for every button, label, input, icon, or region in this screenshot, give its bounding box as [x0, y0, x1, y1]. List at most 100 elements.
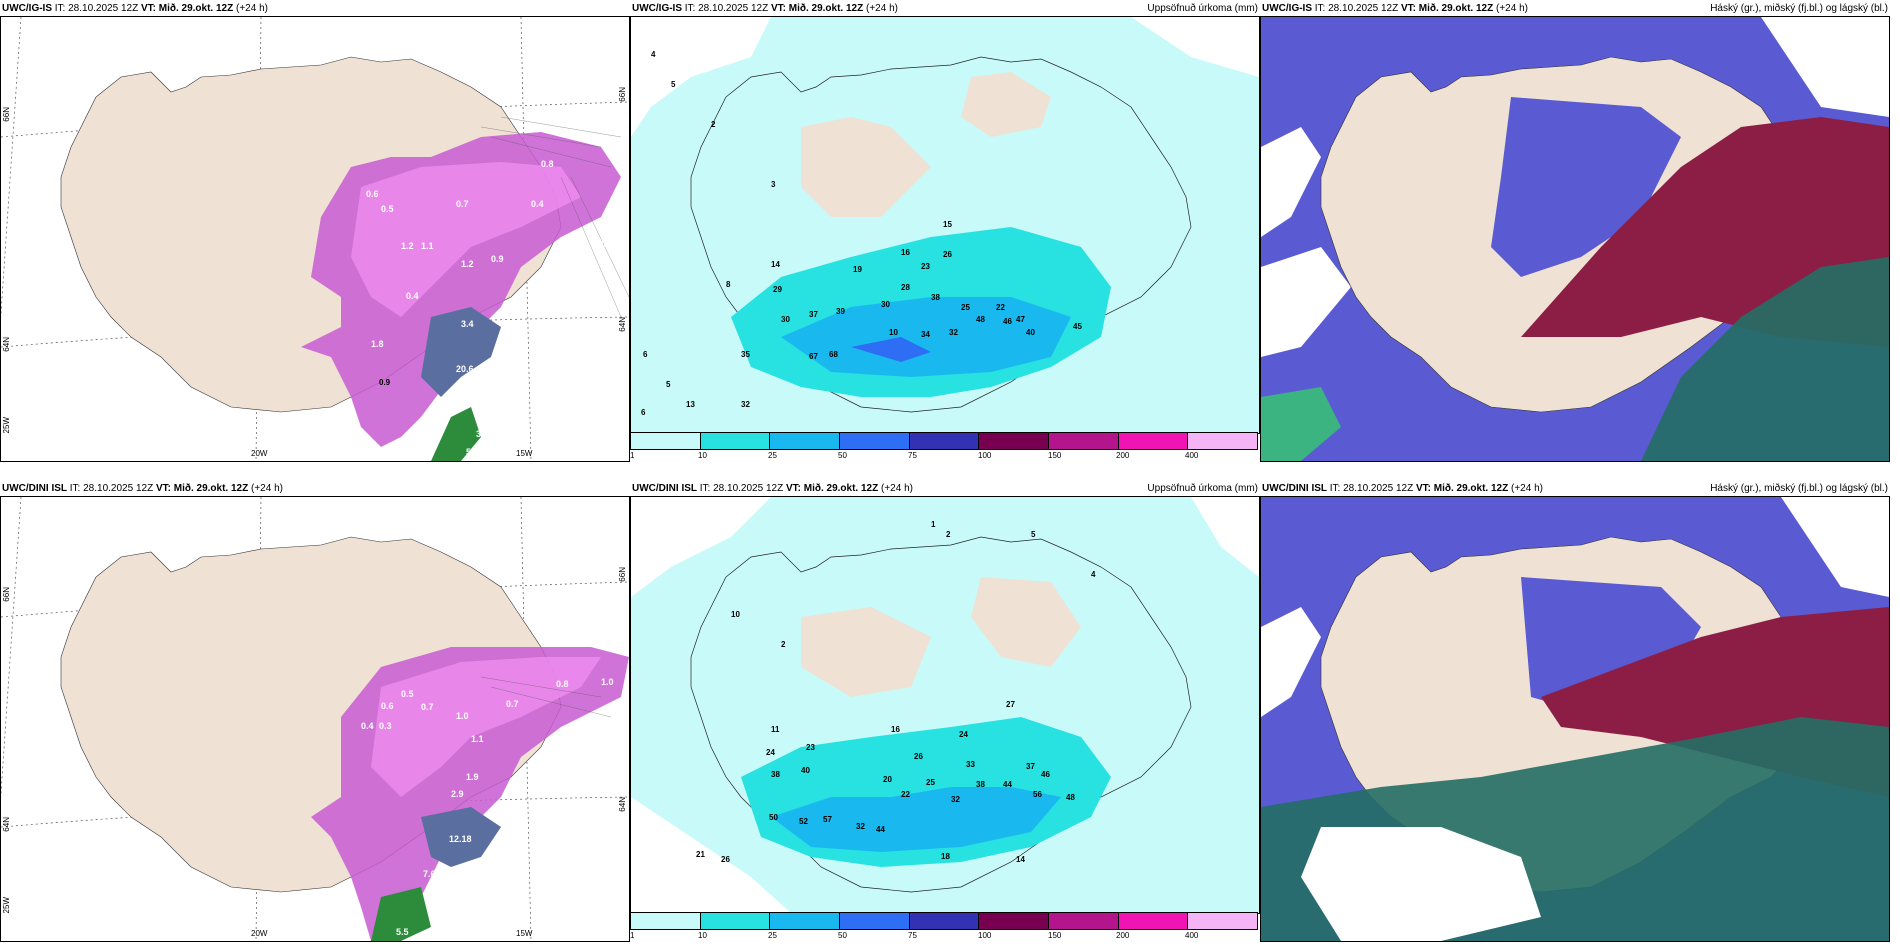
legend-swatch	[979, 913, 1050, 929]
precip-map: 1 2 5 10 4 2 11 24 23 38 40 16 26 24 33 …	[630, 496, 1260, 914]
svg-text:7.6: 7.6	[423, 869, 436, 879]
precip-panel-top: UWC/IG-IS IT: 28.10.2025 12Z VT: Mið. 29…	[630, 0, 1260, 460]
panel-title: UWC/DINI ISL IT: 28.10.2025 12Z VT: Mið.…	[2, 483, 283, 494]
cloud-panel-bottom: UWC/DINI ISL IT: 28.10.2025 12Z VT: Mið.…	[1260, 480, 1890, 942]
legend-swatch	[1188, 433, 1258, 449]
precip-title: Uppsöfnuð úrkoma (mm)	[1147, 483, 1258, 494]
svg-text:40: 40	[1026, 328, 1035, 337]
svg-text:38: 38	[771, 770, 780, 779]
svg-text:50: 50	[769, 813, 778, 822]
svg-text:37: 37	[809, 310, 818, 319]
svg-text:26: 26	[721, 855, 730, 864]
svg-text:25: 25	[961, 303, 970, 312]
svg-text:13: 13	[686, 400, 695, 409]
svg-text:5: 5	[1031, 530, 1036, 539]
svg-text:0.3: 0.3	[379, 721, 392, 731]
svg-text:23: 23	[921, 262, 930, 271]
svg-text:46: 46	[1041, 770, 1050, 779]
legend-swatch	[1049, 913, 1119, 929]
legend-swatch	[840, 433, 910, 449]
snow-panel-top: UWC/IG-IS IT: 28.10.2025 12Z VT: Mið. 29…	[0, 0, 630, 462]
legend-swatch	[631, 433, 701, 449]
cloud-title: Háský (gr.), miðský (fj.bl.) og lágský (…	[1710, 483, 1888, 494]
svg-text:38: 38	[976, 780, 985, 789]
svg-text:0.7: 0.7	[506, 699, 519, 709]
svg-text:0.3: 0.3	[601, 239, 614, 249]
precip-map: 4 5 2 3 6 8 14 29 30 37 39 35 67 68 10 3…	[630, 16, 1260, 434]
svg-text:14: 14	[771, 260, 780, 269]
legend-labels: 1 10 25 50 75 100 150 200 400	[630, 451, 1199, 460]
svg-text:44: 44	[1003, 780, 1012, 789]
svg-text:1.1: 1.1	[471, 734, 484, 744]
svg-text:0.8: 0.8	[556, 679, 569, 689]
panel-title: UWC/DINI ISL IT: 28.10.2025 12Z VT: Mið.…	[632, 483, 913, 494]
svg-text:1.0: 1.0	[601, 677, 614, 687]
precip-legend	[630, 912, 1258, 930]
lon-label: 15W	[516, 929, 533, 938]
svg-text:1.0: 1.0	[456, 711, 469, 721]
svg-text:47: 47	[1016, 315, 1025, 324]
svg-text:1.9: 1.9	[466, 772, 479, 782]
svg-text:0.8: 0.8	[541, 159, 554, 169]
svg-text:0.6: 0.6	[381, 701, 394, 711]
legend-swatch	[979, 433, 1050, 449]
svg-text:22: 22	[901, 790, 910, 799]
lon-label: 20W	[251, 449, 268, 458]
lat-label: 66N	[618, 567, 627, 582]
svg-text:57: 57	[823, 815, 832, 824]
svg-text:5.5: 5.5	[396, 927, 409, 937]
svg-text:20: 20	[883, 775, 892, 784]
svg-text:24: 24	[766, 748, 775, 757]
svg-text:32: 32	[741, 400, 750, 409]
lon-label: 25W	[2, 897, 11, 914]
legend-labels: 1 10 25 50 75 100 150 200 400	[630, 931, 1199, 940]
cloud-map	[1260, 496, 1890, 942]
cloud-title: Háský (gr.), miðský (fj.bl.) og lágský (…	[1710, 3, 1888, 14]
svg-text:0.7: 0.7	[421, 702, 434, 712]
svg-text:10: 10	[731, 610, 740, 619]
svg-text:3.9: 3.9	[476, 429, 489, 439]
svg-text:19: 19	[853, 265, 862, 274]
svg-text:32: 32	[951, 795, 960, 804]
cloud-panel-top: UWC/IG-IS IT: 28.10.2025 12Z VT: Mið. 29…	[1260, 0, 1890, 462]
svg-text:11: 11	[771, 725, 780, 734]
svg-text:38: 38	[931, 293, 940, 302]
svg-text:16: 16	[901, 248, 910, 257]
svg-text:0.4: 0.4	[531, 199, 544, 209]
svg-text:1.2: 1.2	[461, 259, 474, 269]
lat-label: 64N	[2, 337, 11, 352]
svg-text:1: 1	[931, 520, 936, 529]
svg-text:10: 10	[889, 328, 898, 337]
svg-text:27: 27	[1006, 700, 1015, 709]
svg-text:0.9: 0.9	[491, 254, 504, 264]
svg-text:32: 32	[856, 822, 865, 831]
panel-title: UWC/IG-IS IT: 28.10.2025 12Z VT: Mið. 29…	[1262, 3, 1528, 14]
svg-text:0.2: 0.2	[613, 224, 626, 234]
svg-text:5: 5	[671, 80, 676, 89]
svg-text:33: 33	[966, 760, 975, 769]
svg-text:18: 18	[941, 852, 950, 861]
svg-text:12.18: 12.18	[449, 834, 472, 844]
svg-text:23: 23	[806, 743, 815, 752]
svg-text:2: 2	[781, 640, 786, 649]
svg-text:39: 39	[836, 307, 845, 316]
svg-text:24: 24	[959, 730, 968, 739]
svg-text:29: 29	[773, 285, 782, 294]
svg-text:67: 67	[809, 352, 818, 361]
legend-swatch	[770, 433, 841, 449]
lon-label: 25W	[2, 417, 11, 434]
svg-text:2: 2	[946, 530, 951, 539]
snow-map: 0.6 0.5 0.8 0.7 0.4 1.2 1.1 1.2 0.9 0.4 …	[0, 16, 630, 462]
lat-label: 64N	[618, 317, 627, 332]
legend-swatch	[700, 913, 771, 929]
legend-swatch	[840, 913, 910, 929]
legend-swatch	[909, 913, 980, 929]
lat-label: 64N	[618, 797, 627, 812]
legend-swatch	[770, 913, 841, 929]
svg-text:6: 6	[641, 408, 646, 417]
svg-text:1.8: 1.8	[371, 339, 384, 349]
svg-text:44: 44	[876, 825, 885, 834]
svg-text:1.2: 1.2	[401, 241, 414, 251]
svg-text:40: 40	[801, 766, 810, 775]
svg-text:34: 34	[921, 330, 930, 339]
